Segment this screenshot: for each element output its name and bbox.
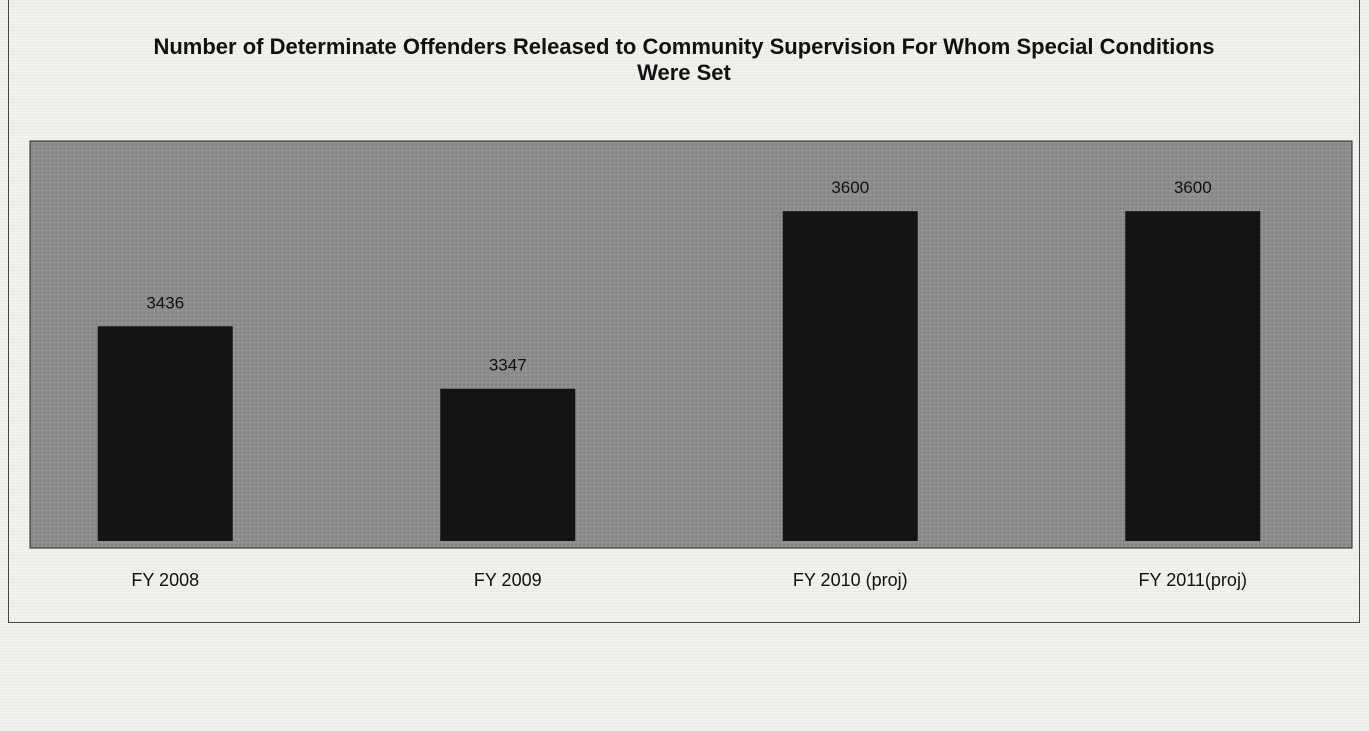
- chart-frame: Number of Determinate Offenders Released…: [8, 0, 1360, 623]
- bar-4: [1125, 211, 1261, 541]
- x-tick-label-1: FY 2008: [131, 570, 199, 590]
- bar-2: [440, 388, 576, 541]
- data-label-1: 3436: [146, 293, 184, 312]
- data-label-3: 3600: [831, 178, 869, 197]
- bar-1: [97, 326, 233, 541]
- chart-title: Number of Determinate Offenders Released…: [153, 34, 1215, 85]
- x-tick-label-2: FY 2009: [474, 570, 542, 590]
- data-label-4: 3600: [1174, 178, 1212, 197]
- x-tick-label-4: FY 2011(proj): [1139, 570, 1247, 590]
- bar-3: [782, 211, 918, 541]
- x-tick-label-3: FY 2010 (proj): [793, 570, 908, 590]
- data-label-2: 3347: [489, 356, 527, 375]
